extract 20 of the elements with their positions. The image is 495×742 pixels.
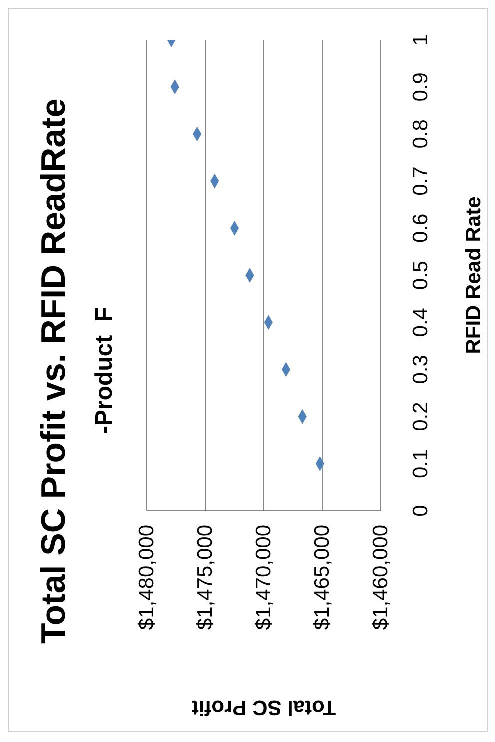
text: -Product F bbox=[91, 306, 118, 436]
y-tick-label: 1 bbox=[410, 34, 432, 46]
x-axis-title: Total SC Profit bbox=[192, 696, 336, 719]
y-tick-label: 0 bbox=[410, 505, 432, 517]
x-tick-label: $1,475,000 bbox=[194, 525, 217, 630]
y-tick-label: 0.7 bbox=[410, 166, 432, 196]
x-tick-label: $1,470,000 bbox=[252, 525, 276, 630]
y-tick-label: 0.9 bbox=[410, 72, 432, 102]
x-tick-label: $1,465,000 bbox=[311, 525, 334, 630]
y-tick-label: 0.3 bbox=[410, 355, 432, 384]
x-tick-label: $1,480,000 bbox=[136, 525, 158, 630]
y-tick-label: 0.6 bbox=[410, 214, 432, 243]
y-axis-title: RFID Read Rate bbox=[462, 196, 486, 354]
y-tick-label: 0.8 bbox=[410, 120, 432, 149]
text: Total SC Profit vs. RFID ReadRate bbox=[35, 97, 73, 646]
x-tick-label: $1,460,000 bbox=[370, 525, 392, 630]
y-tick-label: 0.5 bbox=[410, 260, 432, 290]
y-tick-label: 0.2 bbox=[410, 402, 432, 432]
y-tick-label: 0.1 bbox=[410, 449, 432, 478]
y-tick-label: 0.4 bbox=[410, 308, 432, 338]
